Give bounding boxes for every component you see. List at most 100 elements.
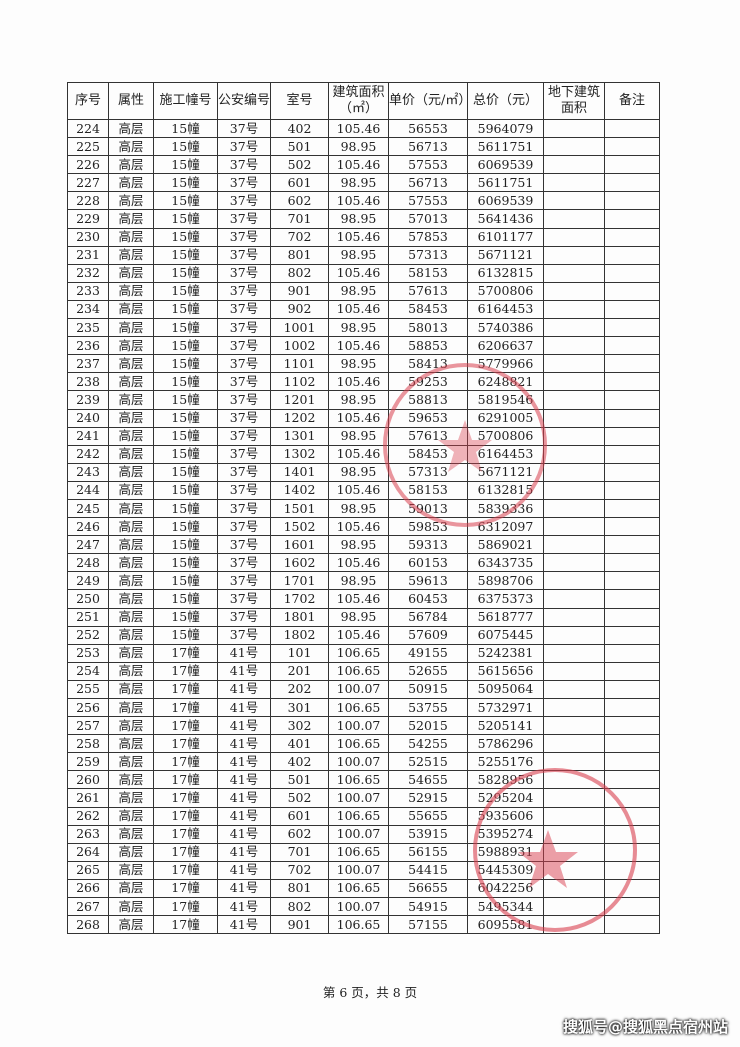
table-cell: 37号 (217, 173, 271, 193)
table-cell (604, 878, 660, 899)
table-cell: 41号 (217, 643, 271, 663)
table-cell (543, 806, 605, 826)
column-header: 属性 (108, 82, 154, 120)
table-cell (543, 318, 605, 338)
table-cell: 高层 (108, 589, 154, 609)
table-cell (604, 390, 660, 410)
table-cell: 15幢 (153, 281, 218, 301)
table-cell: 501 (270, 770, 329, 790)
table-cell: 53915 (388, 824, 468, 844)
table-cell: 高层 (108, 245, 154, 265)
table-row: 234 高层 15幢 37号 902 105.46 58453 6164453 (67, 299, 660, 320)
table-cell: 6312097 (467, 517, 544, 537)
table-cell: 5898706 (467, 571, 544, 591)
table-cell: 252 (67, 625, 109, 645)
table-cell: 高层 (108, 336, 154, 356)
table-cell: 1601 (270, 535, 329, 555)
table-cell: 37号 (217, 589, 271, 609)
table-cell: 56553 (388, 118, 468, 139)
table-cell: 244 (67, 480, 109, 500)
table-row: 253 高层 17幢 41号 101 106.65 49155 5242381 (67, 643, 660, 663)
table-cell: 41号 (217, 752, 271, 772)
table-cell: 37号 (217, 137, 271, 157)
table-cell: 高层 (108, 842, 154, 862)
table-row: 252 高层 15幢 37号 1802 105.46 57609 6075445 (67, 625, 660, 645)
table-cell: 5935606 (467, 806, 544, 826)
table-cell (604, 571, 660, 591)
table-cell: 37号 (217, 372, 271, 392)
table-cell: 105.46 (328, 118, 389, 139)
table-cell: 242 (67, 444, 109, 464)
table-cell (604, 915, 660, 935)
table-cell: 801 (270, 245, 329, 265)
table-cell (604, 661, 660, 681)
table-row: 266 高层 17幢 41号 801 106.65 56655 6042256 (67, 878, 660, 899)
table-cell: 15幢 (153, 299, 218, 320)
table-cell: 高层 (108, 137, 154, 157)
price-table: 序号 属性 施工幢号 公安编号 室号 建筑面积（㎡） 单价（元/㎡） 总价（元） 地下建筑面积备… (67, 82, 660, 935)
table-cell: 105.46 (328, 372, 389, 392)
table-row: 263 高层 17幢 41号 602 100.07 53915 5395274 (67, 824, 660, 844)
table-cell: 37号 (217, 318, 271, 338)
table-cell: 6069539 (467, 155, 544, 175)
table-cell (543, 118, 605, 139)
table-cell: 233 (67, 281, 109, 301)
table-row: 229 高层 15幢 37号 701 98.95 57013 5641436 (67, 209, 660, 229)
table-cell: 57553 (388, 191, 468, 211)
table-cell (604, 553, 660, 573)
table-cell: 37号 (217, 118, 271, 139)
table-cell: 高层 (108, 752, 154, 772)
table-cell: 高层 (108, 498, 154, 519)
table-cell (604, 607, 660, 627)
table-cell: 17幢 (153, 915, 218, 935)
table-header: 序号 属性 施工幢号 公安编号 室号 建筑面积（㎡） 单价（元/㎡） 总价（元） 地下建筑面积备… (67, 82, 660, 120)
table-cell: 100.07 (328, 897, 389, 917)
table-cell: 6069539 (467, 191, 544, 211)
table-cell (543, 498, 605, 519)
table-cell: 106.65 (328, 806, 389, 826)
table-cell: 37号 (217, 408, 271, 428)
table-cell: 高层 (108, 878, 154, 899)
table-cell: 243 (67, 462, 109, 482)
table-cell (604, 245, 660, 265)
table-row: 236 高层 15幢 37号 1002 105.46 58853 6206637 (67, 336, 660, 356)
table-cell: 6132815 (467, 480, 544, 500)
table-cell: 15幢 (153, 589, 218, 609)
table-cell: 5828956 (467, 770, 544, 790)
table-cell: 105.46 (328, 625, 389, 645)
table-cell: 1202 (270, 408, 329, 428)
table-cell: 98.95 (328, 318, 389, 338)
table-cell: 高层 (108, 372, 154, 392)
table-cell (604, 824, 660, 844)
table-cell: 高层 (108, 679, 154, 700)
column-header: 室号 (270, 82, 329, 120)
table-cell: 236 (67, 336, 109, 356)
table-cell: 高层 (108, 462, 154, 482)
table-cell: 57553 (388, 155, 468, 175)
table-cell (543, 173, 605, 193)
table-cell: 241 (67, 426, 109, 446)
table-cell: 高层 (108, 191, 154, 211)
table-row: 262 高层 17幢 41号 601 106.65 55655 5935606 (67, 806, 660, 826)
table-cell: 901 (270, 281, 329, 301)
table-cell: 57609 (388, 625, 468, 645)
table-cell: 100.07 (328, 716, 389, 736)
table-cell: 高层 (108, 408, 154, 428)
table-cell: 1101 (270, 354, 329, 374)
table-cell: 238 (67, 372, 109, 392)
table-cell: 5641436 (467, 209, 544, 229)
table-cell (604, 589, 660, 609)
table-cell: 801 (270, 878, 329, 899)
table-cell: 15幢 (153, 155, 218, 175)
table-cell (604, 697, 660, 718)
table-cell: 701 (270, 842, 329, 862)
table-cell: 高层 (108, 318, 154, 338)
table-cell: 高层 (108, 263, 154, 283)
table-row: 247 高层 15幢 37号 1601 98.95 59313 5869021 (67, 535, 660, 555)
table-cell (543, 535, 605, 555)
table-cell: 1401 (270, 462, 329, 482)
table-cell: 15幢 (153, 607, 218, 627)
table-row: 235 高层 15幢 37号 1001 98.95 58013 5740386 (67, 318, 660, 338)
table-cell (543, 571, 605, 591)
table-cell: 高层 (108, 661, 154, 681)
